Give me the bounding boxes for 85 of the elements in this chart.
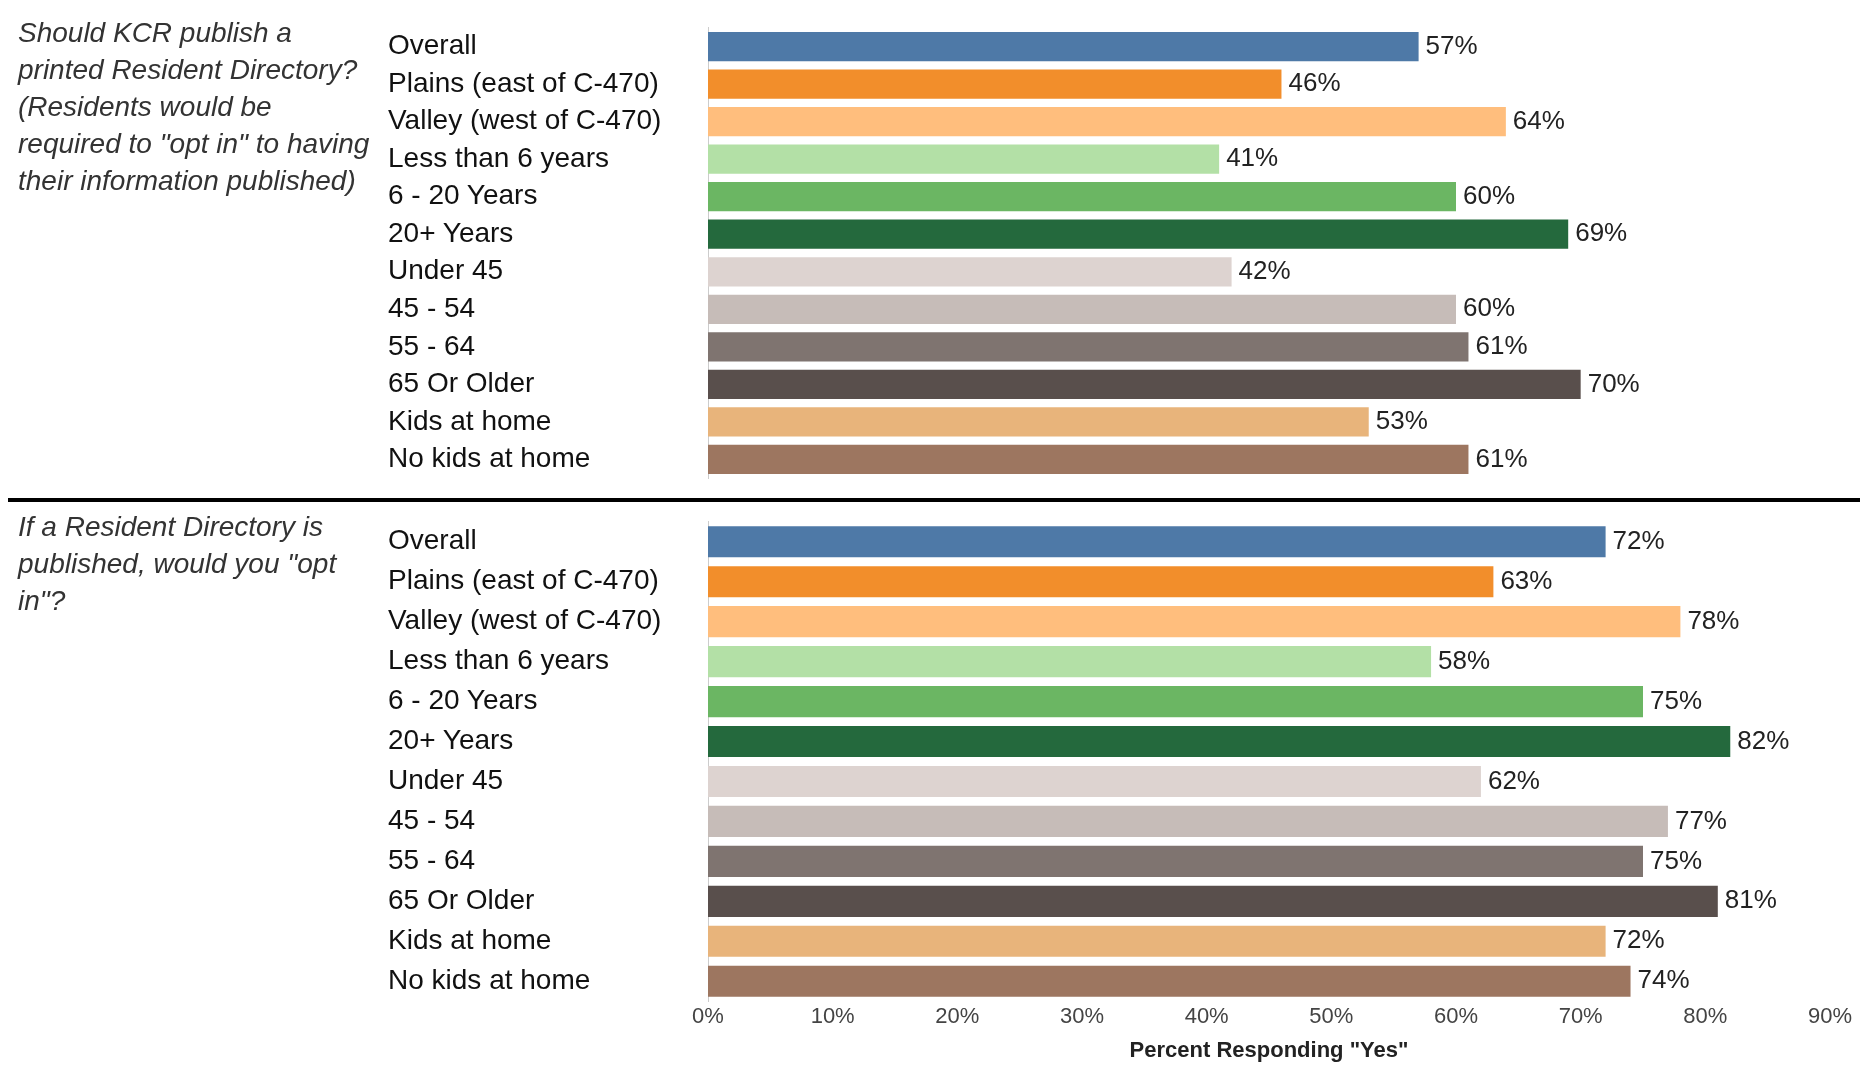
y-tick-label: 6 - 20 Years [388,684,538,716]
y-tick-label: Kids at home [388,923,552,955]
data-label: 72% [1612,524,1665,555]
bar [708,31,1419,62]
x-tick-label: 20% [935,1003,980,1029]
bar [708,965,1631,997]
y-tick-label: Plains (east of C-470) [388,564,659,596]
bar [708,182,1456,212]
data-label: 72% [1612,924,1665,955]
y-tick-label: Kids at home [388,404,552,436]
bar [708,606,1681,638]
y-tick-label: Under 45 [388,254,504,286]
data-label: 42% [1238,254,1291,285]
x-axis-title: Percent Responding "Yes" [1129,1036,1409,1062]
y-tick-label: 20+ Years [388,724,514,756]
data-label: 77% [1674,804,1727,835]
x-tick-label: 40% [1184,1003,1229,1029]
y-tick-label: 55 - 64 [388,844,476,876]
x-tick-label: 70% [1558,1003,1603,1029]
data-label: 53% [1375,405,1428,436]
data-label: 74% [1637,964,1690,995]
bar [708,526,1606,558]
x-tick-label: 50% [1309,1003,1354,1029]
y-tick-label: 45 - 54 [388,292,476,324]
y-tick-label: 65 Or Older [388,367,535,399]
x-tick-label: 90% [1807,1003,1853,1029]
data-label: 60% [1463,292,1516,323]
y-tick-label: Valley (west of C-470) [388,104,662,136]
text: Should KCR publish a printed Resident Directory? (Residents would be required to "opt in" to having their information published) [16,16,371,198]
y-tick-label: Valley (west of C-470) [388,604,662,636]
bar [708,257,1232,287]
bar [708,725,1731,758]
data-label: 78% [1687,604,1740,635]
y-tick-label: 65 Or Older [388,884,535,916]
y-tick-label: 6 - 20 Years [388,179,538,211]
data-label: 61% [1475,330,1528,361]
data-label: 81% [1724,884,1777,915]
bar [708,369,1581,399]
y-tick-label: Overall [388,524,477,556]
bar [708,805,1668,837]
bar [708,444,1469,475]
data-label: 75% [1650,684,1703,715]
data-label: 60% [1463,179,1516,210]
data-label: 61% [1475,442,1528,473]
y-tick-label: Less than 6 years [388,644,610,676]
bar [708,925,1606,957]
text: If a Resident Directory is published, would you "opt in"? [16,510,338,618]
bar [708,646,1432,678]
bar [708,765,1481,798]
data-label: 41% [1226,142,1279,173]
bar [708,144,1220,174]
y-tick-label: Overall [388,29,477,61]
data-label: 62% [1487,764,1540,795]
data-label: 57% [1425,29,1478,60]
y-tick-label: Plains (east of C-470) [388,66,659,98]
y-tick-label: Under 45 [388,764,504,796]
bar [708,294,1456,324]
x-tick-label: 60% [1433,1003,1479,1029]
bar [708,219,1569,249]
data-label: 58% [1438,644,1491,675]
bar [708,407,1369,437]
data-label: 64% [1512,104,1565,135]
data-label: 70% [1587,367,1640,398]
bar [708,107,1506,137]
y-tick-label: 45 - 54 [388,804,476,836]
y-tick-label: 55 - 64 [388,329,476,361]
data-label: 63% [1500,564,1553,595]
x-tick-label: 30% [1059,1003,1105,1029]
y-tick-label: No kids at home [388,442,591,474]
x-tick-label: 0% [692,1003,724,1029]
data-label: 75% [1650,844,1703,875]
x-tick-label: 80% [1683,1003,1728,1029]
bar [708,69,1282,99]
bar [708,885,1718,917]
x-tick-label: 10% [810,1003,855,1029]
data-label: 46% [1288,67,1341,98]
y-tick-label: 20+ Years [388,216,514,248]
bar [708,332,1469,362]
bar [708,845,1643,877]
data-label: 69% [1575,217,1628,248]
data-label: 82% [1737,724,1790,755]
y-tick-label: No kids at home [388,963,591,995]
bar [708,686,1643,718]
y-tick-label: Less than 6 years [388,141,610,173]
bar [708,566,1494,598]
